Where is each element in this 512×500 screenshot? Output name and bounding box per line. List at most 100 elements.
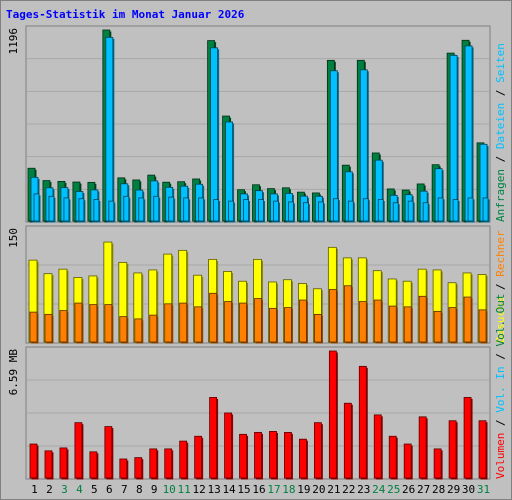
sites-bar bbox=[269, 307, 277, 343]
volume-bar bbox=[343, 402, 352, 479]
pages-bar bbox=[198, 197, 205, 222]
volume-bar bbox=[448, 420, 457, 479]
volume-bar bbox=[104, 426, 113, 479]
day-label: 5 bbox=[91, 483, 98, 496]
legend-separator: / bbox=[494, 413, 507, 433]
day-label: 12 bbox=[193, 483, 206, 496]
sites-bar bbox=[284, 307, 292, 343]
sites-bar bbox=[478, 309, 487, 343]
legend-volume_out: Vol. Out bbox=[494, 294, 507, 347]
sites-bar bbox=[164, 303, 173, 343]
visits-panel: 150 Besuche / Rechner bbox=[7, 225, 507, 344]
pages-bar bbox=[452, 199, 459, 222]
volume-bar bbox=[44, 450, 53, 479]
sites-bar bbox=[343, 285, 352, 343]
sites-bar bbox=[448, 307, 457, 343]
day-label: 6 bbox=[106, 483, 113, 496]
legend-files: Dateien bbox=[494, 103, 507, 149]
hits-panel: 1196 Anfragen / Dateien / Seiten bbox=[7, 25, 507, 223]
volume-bar bbox=[209, 397, 218, 479]
sites-bar bbox=[194, 306, 203, 343]
day-labels: 1 2 3 4 5 6 7 8 9 10 11 12 13 14 15 16 17 18 19 20 21 22 23 24 2… bbox=[31, 483, 490, 496]
files-bar bbox=[449, 54, 458, 222]
volume-bar bbox=[269, 431, 277, 479]
pages-bar bbox=[153, 195, 160, 222]
pages-bar bbox=[317, 201, 324, 222]
day-label: 22 bbox=[342, 483, 355, 496]
pages-bar bbox=[78, 198, 85, 222]
volume-bar bbox=[254, 431, 262, 479]
legend-visits: Besuche bbox=[494, 297, 507, 343]
volume-bar bbox=[164, 448, 173, 479]
volume-legend: Volumen / Vol. In / Vol. Out bbox=[494, 294, 507, 479]
volume-bar bbox=[224, 412, 232, 479]
volume-bar bbox=[119, 458, 128, 479]
volume-bar bbox=[433, 448, 442, 479]
day-label: 18 bbox=[282, 483, 295, 496]
pages-bar bbox=[482, 197, 489, 222]
volume-bar bbox=[179, 440, 188, 479]
sites-bar bbox=[388, 305, 397, 343]
legend-volume_in: Vol. In bbox=[494, 366, 507, 412]
legend-separator: / bbox=[494, 277, 507, 297]
sites-bar bbox=[104, 304, 113, 343]
day-label: 11 bbox=[178, 483, 191, 496]
volume-bar bbox=[403, 443, 412, 479]
volume-bar bbox=[478, 420, 487, 479]
pages-bar bbox=[213, 199, 220, 222]
volume-bar bbox=[134, 457, 143, 479]
pages-bar bbox=[123, 195, 130, 222]
files-bar bbox=[105, 36, 114, 222]
sites-bar bbox=[119, 316, 128, 343]
volume-bar bbox=[89, 451, 98, 479]
pages-bar bbox=[273, 200, 279, 222]
sites-bar bbox=[239, 302, 247, 343]
sites-bar bbox=[373, 299, 382, 343]
sites-bar bbox=[44, 313, 53, 343]
day-label: 19 bbox=[297, 483, 310, 496]
sites-bar bbox=[224, 301, 232, 343]
pages-bar bbox=[422, 202, 429, 222]
files-bar bbox=[359, 69, 368, 222]
volume-ymax-label: 6.59 MB bbox=[7, 349, 20, 396]
volume-bar bbox=[463, 397, 472, 479]
pages-bar bbox=[467, 197, 474, 222]
sites-bar bbox=[299, 299, 307, 343]
pages-bar bbox=[33, 193, 40, 222]
day-label: 27 bbox=[417, 483, 430, 496]
pages-bar bbox=[63, 197, 70, 222]
pages-bar bbox=[228, 200, 234, 222]
chart-title: Tages-Statistik im Monat Januar 2026 bbox=[6, 8, 245, 21]
sites-bar bbox=[134, 318, 143, 343]
volume-bar bbox=[358, 365, 367, 479]
day-label: 14 bbox=[222, 483, 236, 496]
day-label: 10 bbox=[163, 483, 176, 496]
pages-bar bbox=[362, 198, 369, 222]
pages-bar bbox=[108, 200, 115, 222]
day-label: 1 bbox=[31, 483, 38, 496]
hits-legend: Anfragen / Dateien / Seiten bbox=[494, 43, 507, 222]
legend-separator: / bbox=[494, 347, 507, 367]
legend-hits: Anfragen bbox=[494, 169, 507, 222]
pages-bar bbox=[243, 199, 249, 222]
day-label: 9 bbox=[151, 483, 158, 496]
sites-bar bbox=[149, 314, 158, 343]
day-label: 29 bbox=[447, 483, 460, 496]
legend-separator: / bbox=[494, 83, 507, 103]
day-label: 16 bbox=[252, 483, 265, 496]
pages-bar bbox=[183, 197, 190, 222]
pages-bar bbox=[407, 200, 414, 222]
pages-bar bbox=[437, 197, 444, 222]
sites-bar bbox=[358, 301, 367, 343]
sites-bar bbox=[59, 310, 68, 343]
visits-legend: Besuche / Rechner bbox=[494, 230, 507, 343]
volume-bar bbox=[59, 447, 68, 479]
day-label: 2 bbox=[46, 483, 53, 496]
day-label: 17 bbox=[267, 483, 280, 496]
sites-bar bbox=[209, 292, 218, 343]
pages-bar bbox=[93, 199, 100, 222]
hits-ymax-label: 1196 bbox=[7, 28, 20, 55]
pages-bar bbox=[258, 199, 264, 222]
